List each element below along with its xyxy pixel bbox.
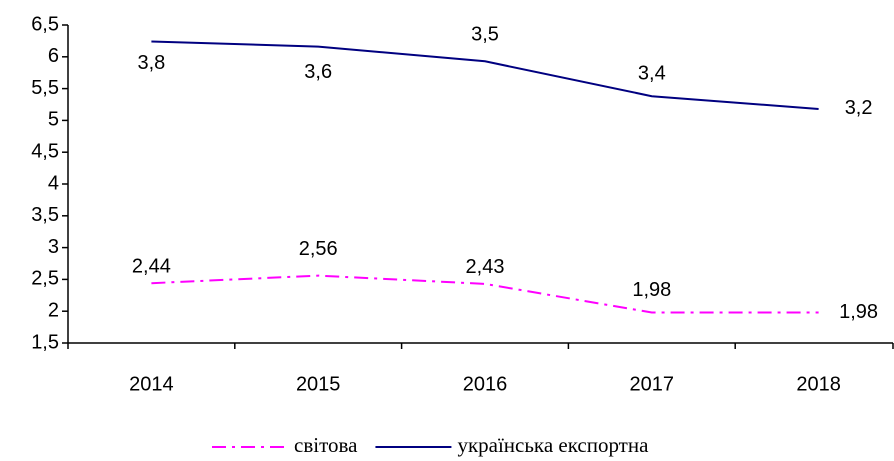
legend-label: світова bbox=[294, 433, 358, 457]
data-label: 3,2 bbox=[845, 97, 873, 119]
data-label: 1,98 bbox=[632, 279, 671, 301]
y-tick-label: 4 bbox=[48, 172, 59, 194]
legend-label: українська експортна bbox=[457, 433, 649, 457]
y-tick-label: 1,5 bbox=[31, 331, 59, 353]
data-label: 3,6 bbox=[304, 61, 332, 83]
y-tick-label: 5 bbox=[48, 109, 59, 131]
y-tick-label: 2 bbox=[48, 299, 59, 321]
data-label: 3,4 bbox=[638, 63, 666, 85]
data-label: 3,8 bbox=[137, 52, 165, 74]
x-tick-label: 2014 bbox=[129, 373, 174, 395]
x-tick-label: 2017 bbox=[630, 373, 675, 395]
x-tick-label: 2016 bbox=[463, 373, 508, 395]
y-tick-label: 5,5 bbox=[31, 77, 59, 99]
data-label: 2,44 bbox=[132, 255, 171, 277]
y-tick-label: 2,5 bbox=[31, 268, 59, 290]
y-tick-label: 6 bbox=[48, 45, 59, 67]
y-tick-label: 3 bbox=[48, 236, 59, 258]
x-tick-label: 2015 bbox=[296, 373, 341, 395]
line-series bbox=[151, 274, 819, 314]
y-tick-label: 3,5 bbox=[31, 204, 59, 226]
data-label: 1,98 bbox=[839, 301, 878, 323]
x-tick-label: 2018 bbox=[796, 373, 841, 395]
data-label: 2,56 bbox=[299, 238, 338, 260]
y-tick-label: 4,5 bbox=[31, 140, 59, 162]
data-label: 3,5 bbox=[471, 24, 499, 46]
y-tick-label: 6,5 bbox=[31, 13, 59, 35]
data-label: 2,43 bbox=[466, 256, 505, 278]
line-series bbox=[151, 40, 819, 110]
